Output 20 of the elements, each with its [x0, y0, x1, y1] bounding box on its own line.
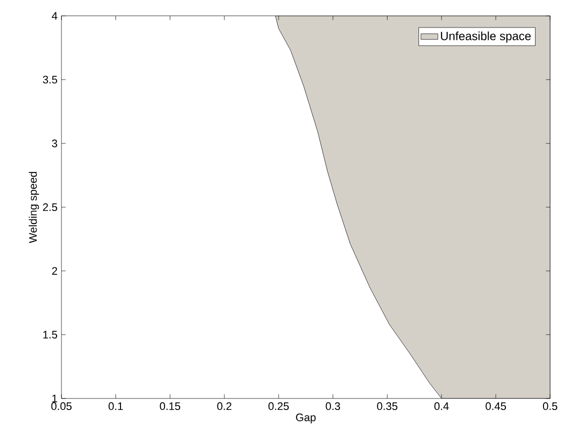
- x-tick-label: 0.05: [51, 402, 72, 410]
- x-tick-label: 0.4: [434, 402, 449, 410]
- y-tick-label: 2.5: [43, 203, 58, 211]
- y-axis-title: Welding speed: [28, 172, 39, 244]
- x-tick-label: 0.25: [268, 402, 289, 410]
- x-axis-title: Gap: [296, 414, 316, 424]
- x-tick-label: 0.1: [108, 402, 123, 410]
- y-tick-label: 4: [52, 12, 58, 20]
- y-tick-label: 3.5: [42, 76, 58, 84]
- y-tick-label: 2: [52, 267, 58, 275]
- y-tick-label: 1: [52, 394, 58, 402]
- x-tick-label: 0.15: [160, 402, 180, 410]
- x-tick-label: 0.2: [217, 402, 232, 410]
- x-tick-label: 0.5: [542, 402, 558, 410]
- y-tick-label: 1.5: [43, 330, 58, 338]
- y-tick-label: 3: [52, 140, 58, 148]
- legend-label: Unfeasible space: [440, 31, 531, 43]
- x-tick-label: 0.35: [377, 402, 398, 410]
- x-tick-label: 0.45: [486, 402, 506, 410]
- x-tick-label: 0.3: [326, 402, 340, 410]
